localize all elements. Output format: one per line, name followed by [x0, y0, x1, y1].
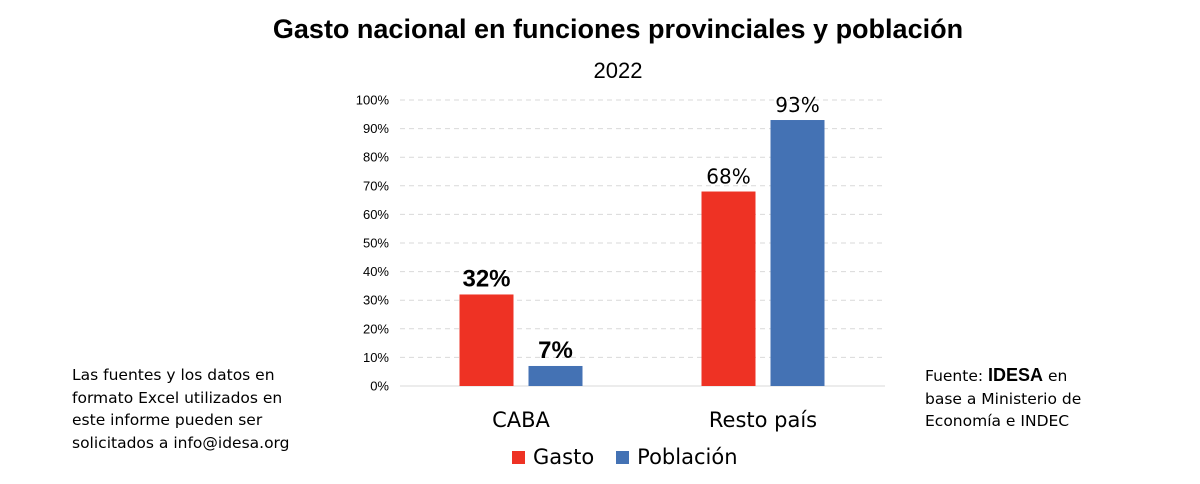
data-label: 93% [775, 93, 819, 117]
legend-swatch-poblacion [616, 450, 630, 464]
source-line: base a Ministerio de [925, 389, 1082, 408]
data-label: 32% [462, 265, 510, 292]
chart-legend: Gasto Población [512, 442, 760, 472]
y-tick-label: 90% [363, 121, 389, 136]
y-tick-label: 40% [363, 264, 389, 279]
legend-swatch-gasto [512, 450, 525, 464]
source-brand: IDESA [988, 365, 1044, 385]
note-line: solicitados a info@idesa.org [72, 433, 290, 452]
note-line: formato Excel utilizados en [72, 388, 283, 407]
y-tick-label: 70% [363, 178, 389, 193]
note-line: este informe pueden ser [72, 411, 263, 429]
source-line: Fuente: IDESA en [925, 364, 1185, 388]
data-label: 68% [706, 165, 750, 189]
source-line: Economía e INDEC [925, 412, 1070, 430]
bar-poblacion [770, 120, 825, 387]
bar-gasto [701, 191, 756, 386]
y-tick-label: 10% [363, 350, 389, 365]
chart-title: Gasto nacional en funciones provinciales… [272, 14, 964, 44]
y-tick-label: 30% [363, 293, 389, 308]
source-prefix: Fuente: [925, 367, 989, 385]
source-suffix: en [1043, 367, 1068, 385]
legend-label-poblacion: Población [637, 445, 738, 469]
y-tick-label: 60% [363, 207, 389, 222]
legend-item-gasto: Gasto [512, 445, 594, 469]
legend-label-gasto: Gasto [533, 445, 595, 469]
y-tick-label: 80% [363, 150, 389, 165]
chart-subtitle: 2022 [593, 58, 643, 83]
note-line: Las fuentes y los datos en [72, 366, 275, 384]
x-tick-label: CABA [492, 408, 550, 432]
y-tick-label: 100% [356, 93, 390, 108]
bar-chart: 0% 10% 20% 30% 40% 50% 60% 70% 80% 90% 100% 32% 7% CA… [356, 93, 885, 432]
data-label: 7% [538, 337, 573, 364]
y-tick-label: 0% [370, 379, 389, 394]
source-note: Fuente: IDESA en base a Ministerio de Ec… [925, 364, 1185, 433]
y-tick-label: 50% [363, 236, 389, 251]
bar-poblacion [528, 365, 583, 386]
bar-gasto [459, 294, 514, 386]
data-availability-note: Las fuentes y los datos en formato Excel… [72, 364, 312, 454]
legend-item-poblacion: Población [616, 445, 738, 469]
x-tick-label: Resto país [709, 408, 817, 432]
y-tick-label: 20% [363, 321, 389, 336]
